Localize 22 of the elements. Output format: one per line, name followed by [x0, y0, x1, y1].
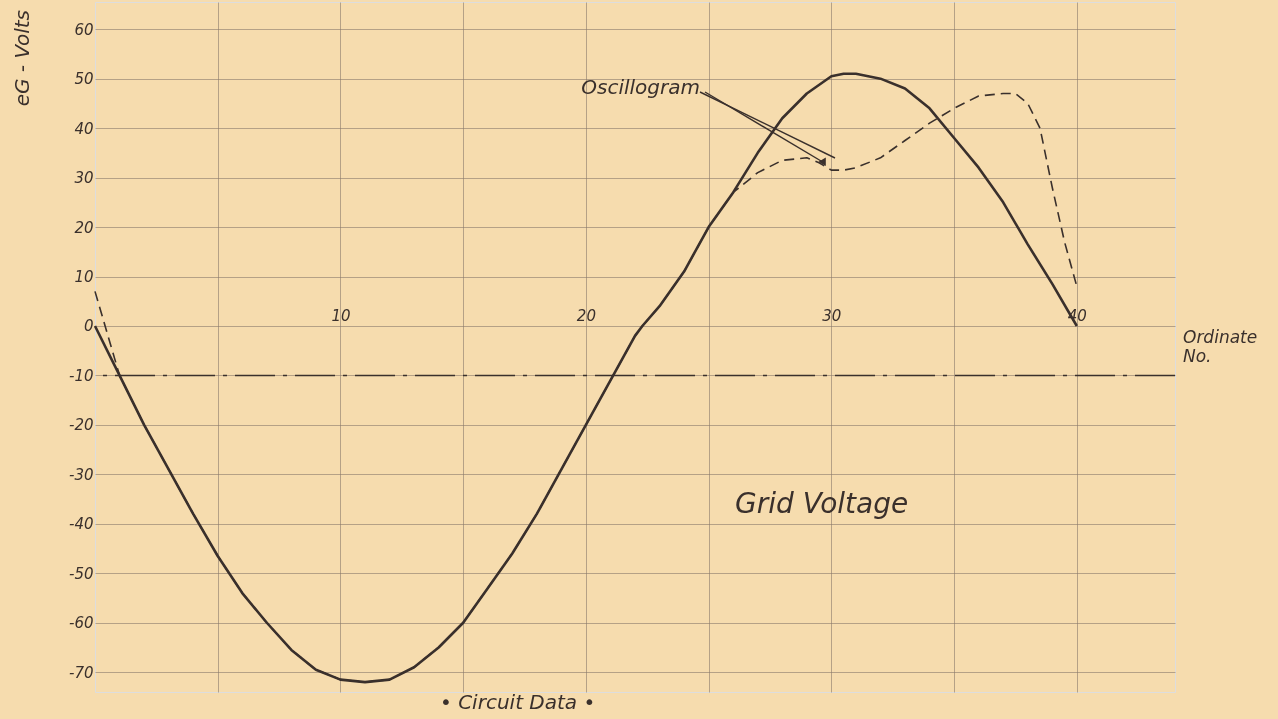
x-tick-label: 30 — [822, 307, 842, 326]
y-tick-label: -30 — [69, 465, 94, 484]
y-tick-label: -70 — [69, 663, 94, 682]
y-tick-label: 40 — [74, 119, 94, 138]
y-tick-label: -60 — [69, 614, 94, 633]
x-axis-title: Ordinate No. — [1183, 326, 1258, 366]
y-tick-label: -50 — [69, 564, 94, 583]
x-tick-label: 10 — [331, 307, 351, 326]
y-tick-label: -20 — [69, 416, 94, 435]
y-tick-label: 0 — [83, 317, 94, 336]
annotation: Oscillogram — [581, 75, 700, 99]
y-tick-label: 50 — [74, 70, 94, 89]
y-tick-label: 20 — [74, 218, 94, 237]
annotation: Grid Voltage — [735, 487, 909, 520]
y-tick-label: 10 — [74, 268, 94, 287]
annotation: • Circuit Data • — [440, 690, 596, 714]
x-tick-label: 20 — [576, 307, 596, 326]
y-tick-label: -10 — [69, 366, 94, 385]
y-axis-title: eG - Volts — [10, 10, 34, 107]
y-tick-label: 30 — [74, 169, 94, 188]
y-tick-label: 60 — [74, 20, 94, 39]
y-tick-label: -40 — [69, 515, 94, 534]
